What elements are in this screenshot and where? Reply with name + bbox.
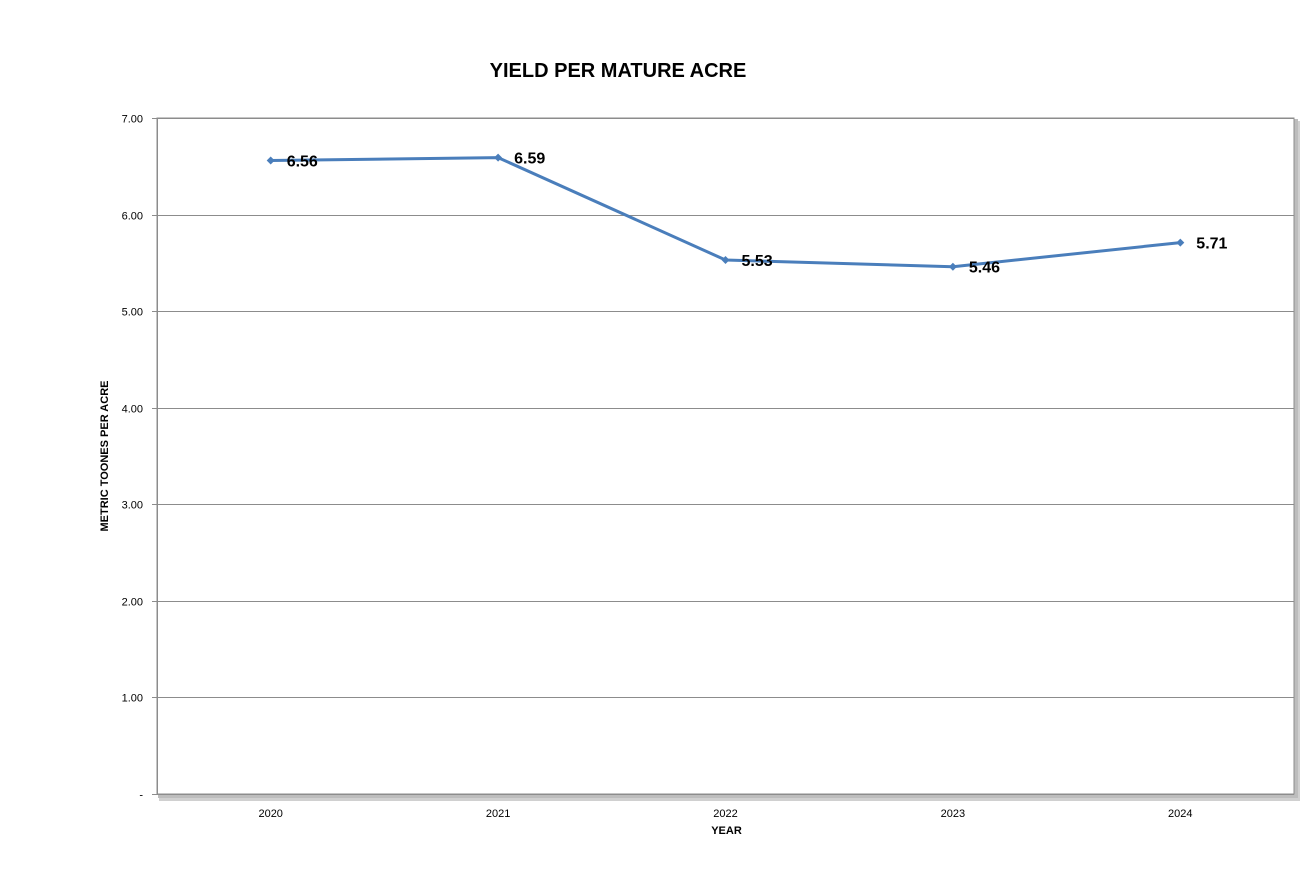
y-tick-label: 5.00: [122, 307, 143, 319]
y-tick-label: 1.00: [122, 693, 143, 705]
data-point: [494, 153, 503, 162]
y-tick-label: 3.00: [122, 500, 143, 512]
y-tick-label: 4.00: [122, 404, 143, 416]
data-point: [266, 156, 275, 165]
data-label: 5.53: [742, 253, 773, 270]
plot-area: [156, 117, 1295, 795]
x-tick-label: 2020: [258, 808, 282, 820]
y-tick-label: 7.00: [122, 114, 143, 126]
chart-title: YIELD PER MATURE ACRE: [489, 60, 747, 82]
data-point: [1176, 238, 1185, 247]
data-point: [948, 262, 957, 271]
y-axis-label: METRIC TOONES PER ACRE: [99, 380, 111, 532]
y-tick-label: 2.00: [122, 597, 143, 609]
x-axis-label: YEAR: [711, 825, 742, 837]
x-tick-label: 2024: [1168, 808, 1192, 820]
data-label: 5.46: [969, 260, 1000, 277]
data-point: [721, 255, 730, 264]
y-tick-label: -: [139, 790, 143, 802]
data-label: 5.71: [1196, 236, 1227, 253]
data-label: 6.59: [514, 151, 545, 168]
x-tick-label: 2023: [941, 808, 965, 820]
x-tick-label: 2021: [486, 808, 510, 820]
data-label: 6.56: [287, 153, 318, 170]
x-tick-label: 2022: [713, 808, 737, 820]
y-tick-label: 6.00: [122, 211, 143, 223]
